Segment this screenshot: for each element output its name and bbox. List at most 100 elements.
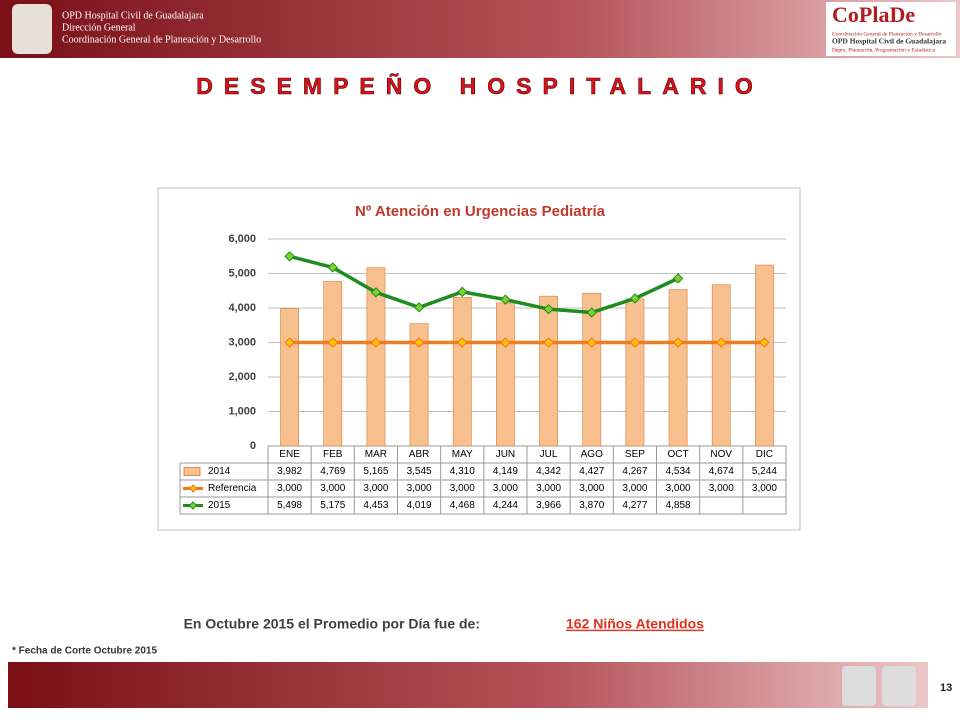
table-value: 3,000 — [450, 483, 475, 494]
header-band — [0, 0, 960, 58]
y-tick-label: 6,000 — [228, 233, 256, 245]
chart-title: Nº Atención en Urgencias Pediatría — [355, 203, 606, 220]
header-line: OPD Hospital Civil de Guadalajara — [62, 10, 204, 21]
footer-text: En Octubre 2015 el Promedio por Día fue … — [184, 616, 480, 632]
x-tick-label: AGO — [581, 449, 603, 460]
plot: 0 1,000 2,000 3,000 4,000 5,000 6,000 ENE FEB MAR… — [179, 233, 787, 515]
table-value: 3,966 — [536, 500, 561, 511]
marker — [413, 337, 425, 348]
table-value: 5,175 — [320, 500, 345, 511]
table-value: 3,000 — [493, 483, 518, 494]
page-number: 13 — [940, 682, 952, 694]
x-tick-label: OCT — [668, 449, 689, 460]
table-value: 4,342 — [536, 466, 561, 477]
marker — [672, 273, 684, 284]
y-tick-label: 1,000 — [228, 405, 256, 417]
table-value: 4,858 — [666, 500, 691, 511]
seal — [882, 666, 916, 706]
line — [289, 254, 679, 315]
legend-label: Referencia — [208, 483, 257, 494]
crest — [12, 4, 52, 54]
table-value: 3,982 — [277, 466, 302, 477]
marker — [284, 337, 295, 348]
logo-box — [826, 2, 956, 56]
marker — [759, 337, 770, 348]
table-value: 4,674 — [709, 466, 734, 477]
x-tick-label: SEP — [625, 449, 645, 460]
table-value: 3,000 — [536, 483, 561, 494]
marker — [500, 337, 511, 348]
table-value: 4,468 — [450, 500, 475, 511]
bar — [711, 284, 731, 447]
marker — [327, 262, 338, 273]
bar — [668, 289, 688, 447]
footer-highlight: 162 Niños Atendidos — [566, 616, 704, 632]
marker — [370, 287, 382, 298]
legend-swatch — [183, 467, 201, 476]
legend-swatch — [188, 501, 198, 510]
table-value: 4,534 — [666, 466, 691, 477]
marker — [370, 337, 382, 348]
marker — [327, 337, 338, 348]
bar — [366, 267, 386, 447]
table-value: 4,310 — [450, 466, 475, 477]
marker — [716, 337, 727, 348]
bar — [496, 302, 515, 447]
table-value: 4,149 — [493, 466, 518, 477]
table-value: 3,870 — [579, 500, 604, 511]
marker — [284, 251, 295, 262]
y-tick-label: 0 — [250, 440, 256, 452]
table-value: 4,277 — [622, 500, 647, 511]
seal — [842, 666, 876, 706]
x-tick-label: FEB — [323, 449, 343, 460]
header-line: Dirección General — [62, 22, 136, 33]
note: * Fecha de Corte Octubre 2015 — [12, 646, 157, 657]
marker — [629, 337, 641, 348]
footer-band — [8, 662, 928, 708]
table-value: 4,769 — [320, 466, 345, 477]
table-value: 3,000 — [622, 483, 647, 494]
x-tick-label: ABR — [409, 449, 430, 460]
y-tick-label: 5,000 — [228, 267, 256, 279]
table-value: 4,267 — [622, 466, 647, 477]
marker — [672, 337, 684, 348]
legend-swatch — [188, 484, 198, 493]
table-value: 3,545 — [407, 466, 432, 477]
marker — [629, 293, 641, 304]
logo-line: Coordinación General de Planeación y Des… — [832, 31, 942, 37]
table-value: 3,000 — [709, 483, 734, 494]
marker — [543, 337, 554, 348]
x-tick-label: JUN — [496, 449, 515, 460]
table-value: 4,244 — [493, 500, 518, 511]
y-tick-label: 2,000 — [228, 371, 256, 383]
marker — [500, 294, 511, 305]
x-tick-label: MAR — [365, 449, 387, 460]
table-value: 3,000 — [752, 483, 777, 494]
table-value: 3,000 — [579, 483, 604, 494]
table-value: 4,019 — [407, 500, 432, 511]
marker — [586, 307, 597, 318]
table-value: 4,453 — [363, 500, 388, 511]
bar — [755, 264, 774, 447]
legend-label: 2014 — [208, 466, 231, 477]
marker — [586, 337, 597, 348]
header-line: Coordinación General de Planeación y Des… — [62, 34, 261, 45]
table-value: 5,165 — [363, 466, 388, 477]
table-value: 3,000 — [363, 483, 388, 494]
x-tick-label: JUL — [540, 449, 558, 460]
bar — [280, 308, 299, 447]
y-tick-label: 3,000 — [228, 336, 256, 348]
y-tick-label: 4,000 — [228, 302, 256, 314]
x-tick-label: ENE — [279, 449, 300, 460]
legend-label: 2015 — [208, 500, 231, 511]
bar — [539, 295, 558, 447]
marker — [413, 302, 425, 313]
bar — [323, 281, 343, 447]
table-value: 3,000 — [277, 483, 302, 494]
logo-line: Depto. Planeación, Programación y Estadí… — [832, 47, 936, 53]
page-title: DESEMPEÑO HOSPITALARIO — [196, 72, 763, 99]
x-tick-label: MAY — [452, 449, 473, 460]
table-value: 4,427 — [579, 466, 604, 477]
logo-line: OPD Hospital Civil de Guadalajara — [832, 37, 946, 46]
